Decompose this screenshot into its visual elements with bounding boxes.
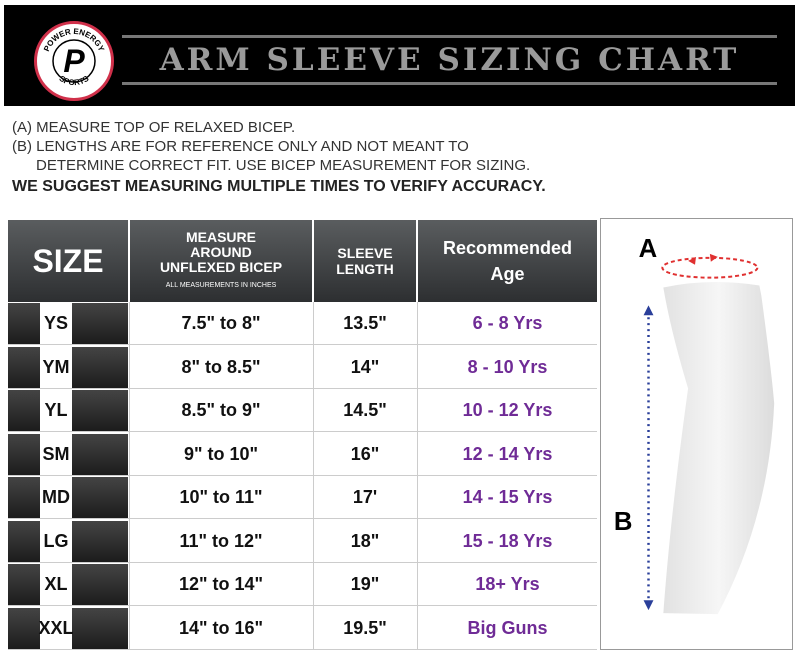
header-bicep-line: AROUND: [190, 243, 252, 260]
cell-bicep: 9" to 10": [183, 443, 259, 464]
cell-length: 16": [350, 443, 380, 464]
cell-age: 10 - 12 Yrs: [462, 400, 553, 420]
svg-text:SPORTS: SPORTS: [58, 74, 91, 88]
cell-size: YL: [44, 400, 68, 420]
divider: [313, 302, 314, 650]
cell-bicep: 8.5" to 9": [181, 400, 261, 420]
table-row: YS 7.5" to 8" 13.5" 6 - 8 Yrs: [8, 302, 597, 345]
header-length: SLEEVE LENGTH: [314, 220, 416, 302]
page-title: ARM SLEEVE SIZING CHART: [122, 35, 777, 85]
header-age: Recommended Age: [418, 220, 597, 302]
note-b: (B) LENGTHS ARE FOR REFERENCE ONLY AND N…: [12, 138, 469, 155]
size-block: [72, 303, 128, 344]
divider: [417, 302, 418, 650]
header-length-line: LENGTH: [336, 261, 394, 277]
table-row: SM 9" to 10" 16" 12 - 14 Yrs: [8, 433, 597, 476]
header-bicep-line: UNFLEXED BICEP: [159, 258, 283, 275]
cell-length: 19": [350, 574, 380, 594]
cell-age: 15 - 18 Yrs: [462, 530, 553, 551]
size-block: [72, 477, 128, 518]
size-block: [8, 607, 40, 649]
size-block: [72, 346, 128, 388]
cell-length: 18": [350, 530, 380, 551]
header-size: SIZE: [8, 220, 128, 302]
size-block: [72, 607, 128, 649]
cell-length: 19.5": [343, 617, 387, 638]
size-block: [8, 477, 40, 518]
cell-size: YM: [42, 356, 70, 377]
sleeve-shape: [663, 282, 775, 615]
instructions: (A) MEASURE TOP OF RELAXED BICEP. (B) LE…: [12, 118, 592, 196]
header-length-line: SLEEVE: [337, 245, 393, 261]
arrow-a-heads: [688, 253, 718, 265]
note-b-cont: DETERMINE CORRECT FIT. USE BICEP MEASURE…: [36, 157, 531, 174]
cell-age: 8 - 10 Yrs: [467, 356, 548, 377]
cell-length: 17': [352, 487, 378, 507]
size-block: [72, 564, 128, 605]
cell-length: 13.5": [343, 313, 387, 333]
banner: POWER ENERGY SPORTS P ARM SLEEVE SIZING …: [4, 5, 795, 106]
cell-age: 12 - 14 Yrs: [462, 443, 553, 464]
cell-bicep: 8" to 8.5": [181, 356, 261, 377]
cell-age: 14 - 15 Yrs: [462, 487, 553, 507]
table-row: YL 8.5" to 9" 14.5" 10 - 12 Yrs: [8, 389, 597, 432]
arrow-a: [661, 256, 759, 279]
sleeve-diagram: A B: [600, 218, 793, 650]
table-row: LG 11" to 12" 18" 15 - 18 Yrs: [8, 520, 597, 563]
size-block: [8, 520, 40, 562]
label-a: A: [639, 235, 658, 263]
header-age-line: Age: [490, 264, 525, 284]
note-a: (A) MEASURE TOP OF RELAXED BICEP.: [12, 119, 296, 136]
cell-bicep: 11" to 12": [179, 530, 263, 551]
cell-size: XXL: [38, 617, 74, 638]
arrow-b-heads: [643, 305, 654, 611]
header-bicep-note: ALL MEASUREMENTS IN INCHES: [165, 281, 277, 289]
sleeve-illustration: A B: [614, 235, 775, 615]
cell-age: 18+ Yrs: [475, 574, 540, 594]
header-bicep-line: MEASURE: [185, 228, 256, 245]
cell-size: XL: [44, 574, 68, 594]
brand-logo: POWER ENERGY SPORTS P: [34, 21, 114, 101]
svg-text:P: P: [63, 43, 85, 79]
size-block: [72, 433, 128, 475]
size-block: [8, 303, 40, 344]
size-block: [8, 564, 40, 605]
size-block: [8, 390, 40, 431]
cell-length: 14.5": [343, 400, 387, 420]
size-block: [8, 346, 40, 388]
cell-bicep: 10" to 11": [179, 487, 263, 507]
size-block: [8, 433, 40, 475]
cell-age: 6 - 8 Yrs: [472, 313, 543, 333]
size-block: [72, 390, 128, 431]
table-row: YM 8" to 8.5" 14" 8 - 10 Yrs: [8, 346, 597, 389]
header-age-line: Recommended: [442, 238, 573, 258]
suggestion: WE SUGGEST MEASURING MULTIPLE TIMES TO V…: [12, 178, 546, 195]
cell-bicep: 14" to 16": [178, 617, 264, 638]
label-b: B: [614, 508, 633, 536]
cell-size: MD: [42, 487, 70, 507]
cell-size: LG: [43, 530, 69, 551]
cell-age: Big Guns: [467, 617, 548, 638]
size-block: [72, 520, 128, 562]
cell-size: YS: [43, 313, 68, 333]
cell-length: 14": [350, 356, 380, 377]
cell-size: SM: [42, 443, 70, 464]
table-row: MD 10" to 11" 17' 14 - 15 Yrs: [8, 476, 597, 519]
divider: [129, 302, 130, 650]
table-row: XL 12" to 14" 19" 18+ Yrs: [8, 563, 597, 606]
cell-bicep: 7.5" to 8": [181, 313, 261, 333]
header-bicep: MEASURE AROUND UNFLEXED BICEP ALL MEASUR…: [130, 220, 312, 302]
cell-bicep: 12" to 14": [178, 574, 264, 594]
table-row: XXL 14" to 16" 19.5" Big Guns: [8, 607, 597, 650]
